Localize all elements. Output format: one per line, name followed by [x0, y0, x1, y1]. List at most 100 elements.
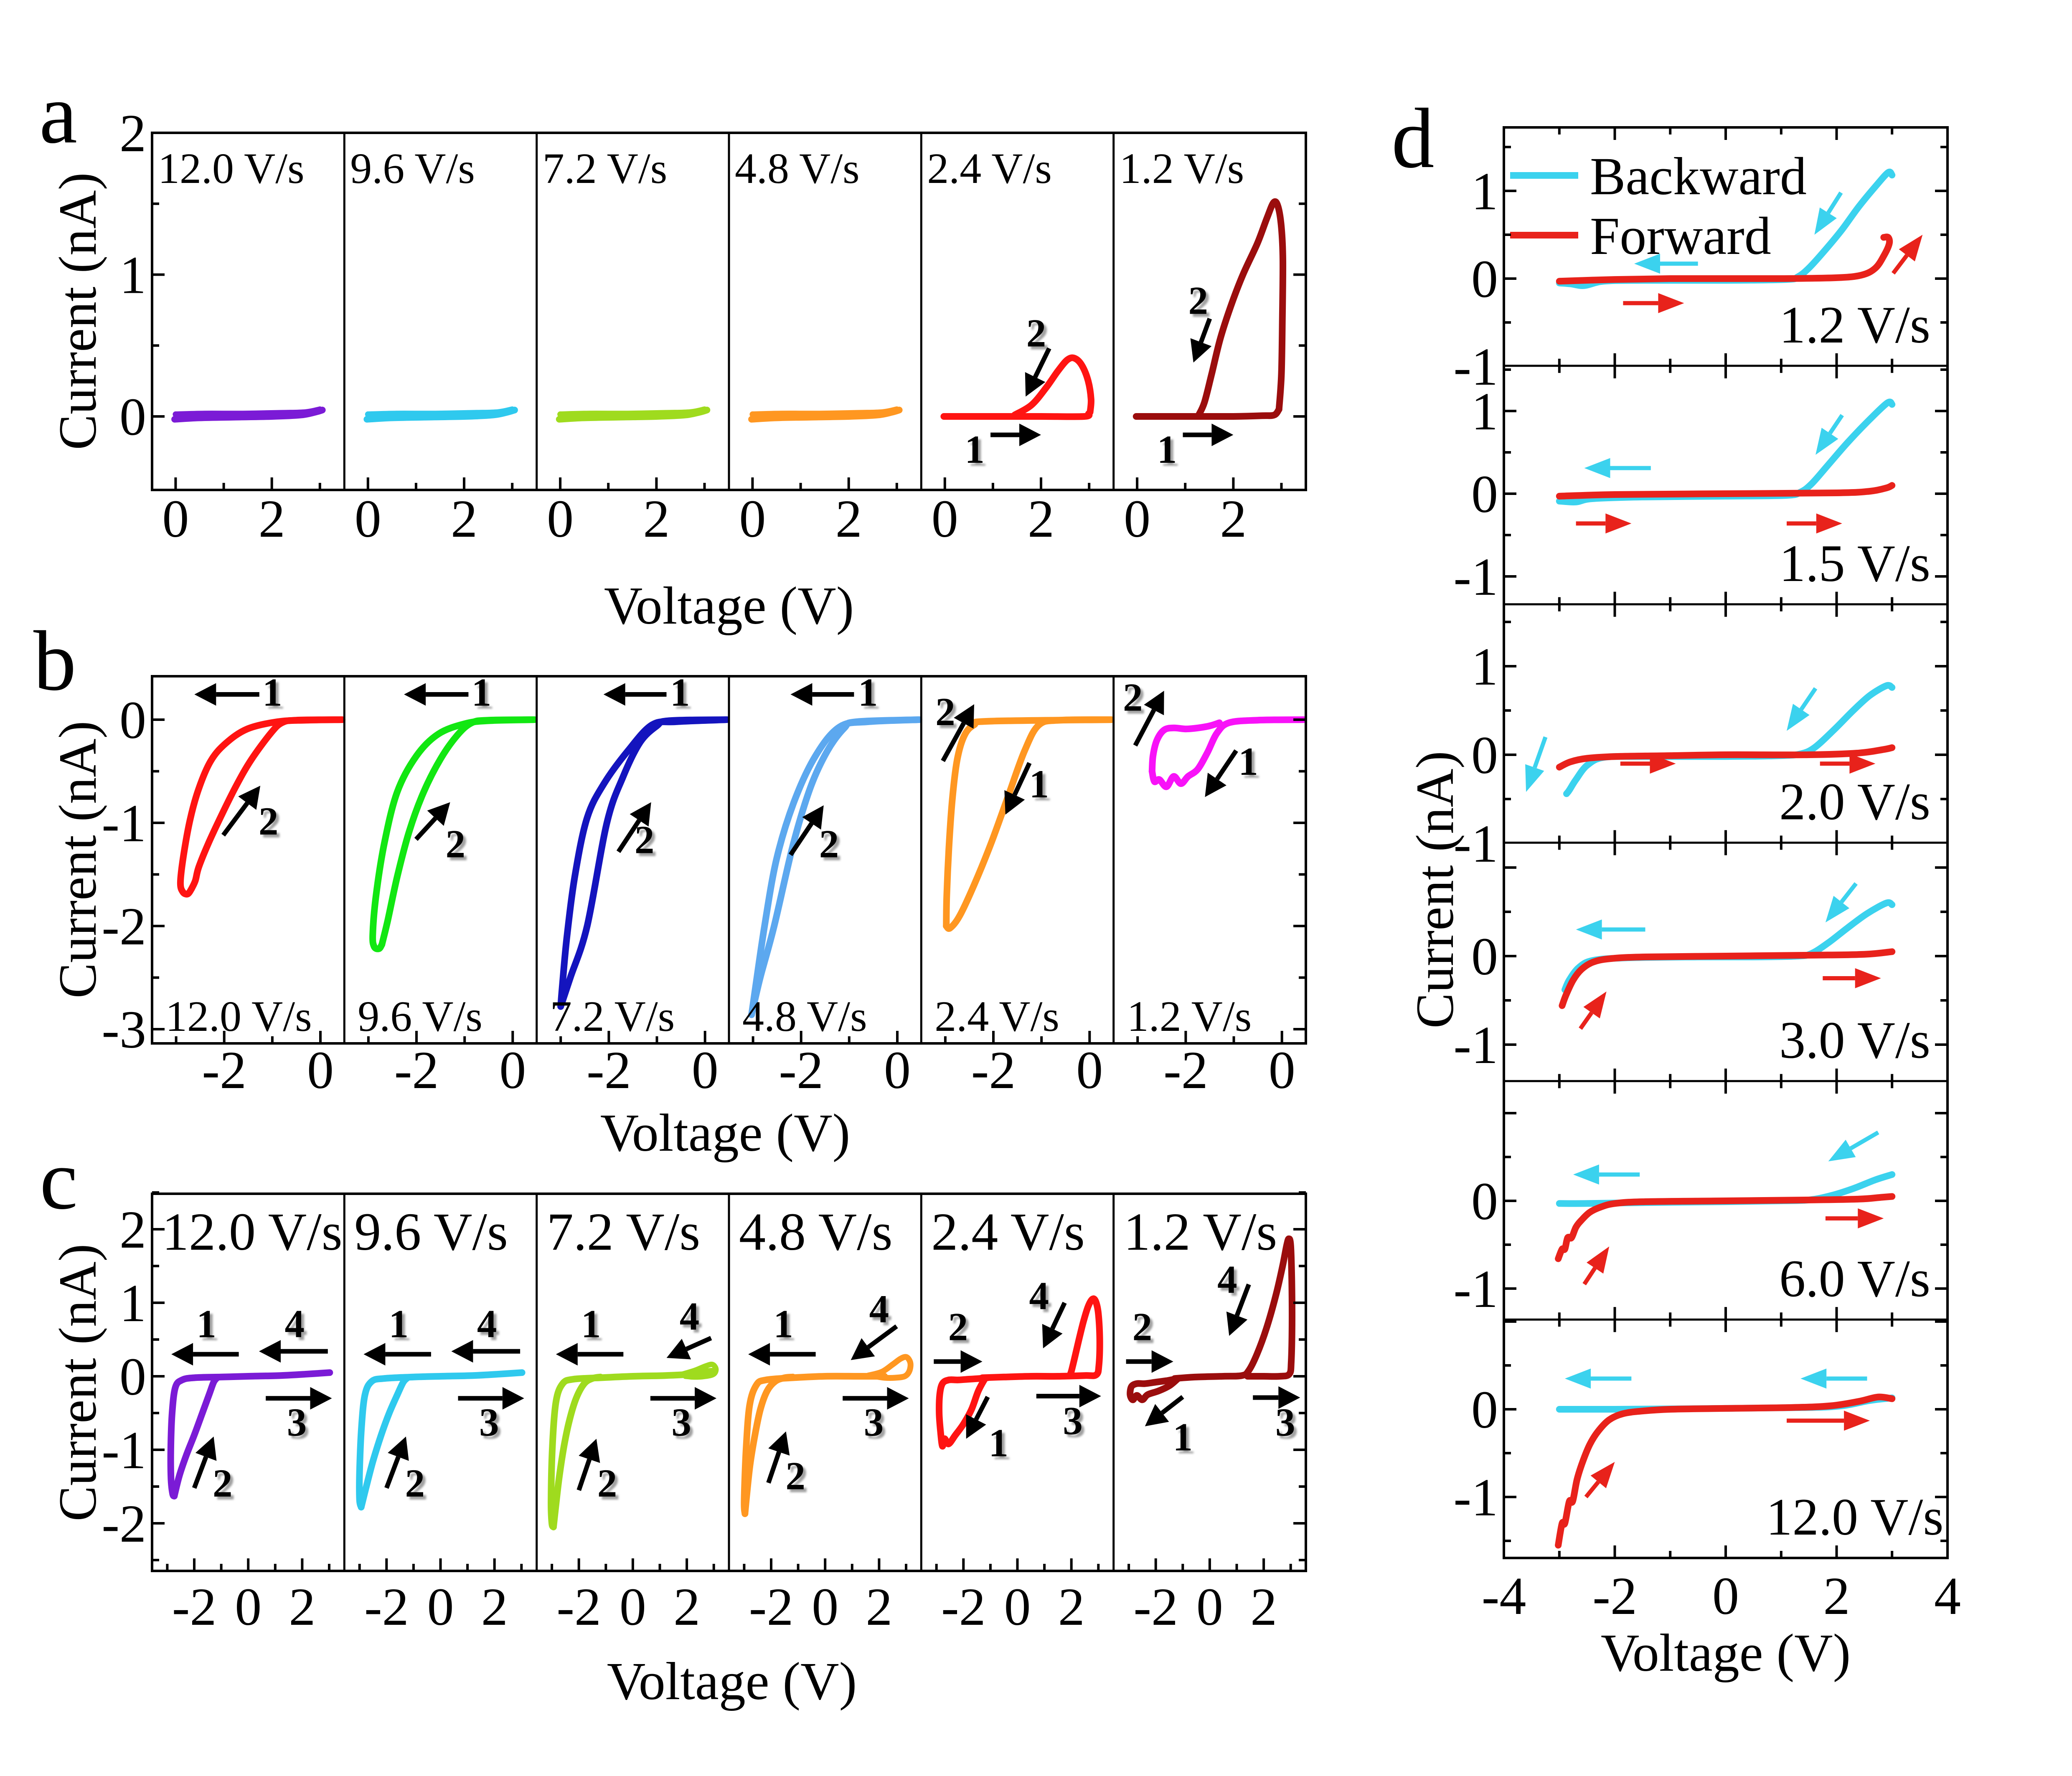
svg-text:2: 2 [446, 822, 466, 866]
svg-text:0: 0 [119, 387, 146, 447]
svg-text:9.6 V/s: 9.6 V/s [358, 992, 482, 1040]
svg-text:4: 4 [477, 1302, 497, 1346]
svg-text:0: 0 [307, 1040, 334, 1100]
svg-text:0: 0 [1471, 927, 1498, 986]
svg-text:1: 1 [1471, 162, 1498, 221]
svg-text:a: a [39, 66, 77, 161]
svg-text:-2: -2 [1133, 1577, 1178, 1636]
svg-text:2: 2 [119, 104, 146, 163]
svg-text:2: 2 [289, 1577, 315, 1636]
svg-text:4: 4 [1029, 1274, 1049, 1318]
svg-text:12.0 V/s: 12.0 V/s [1766, 1488, 1944, 1546]
svg-text:-2: -2 [394, 1040, 439, 1100]
svg-text:3: 3 [864, 1400, 884, 1444]
svg-text:0: 0 [119, 1347, 146, 1406]
svg-text:1: 1 [119, 246, 146, 305]
svg-text:2: 2 [673, 1577, 700, 1636]
svg-text:0: 0 [812, 1577, 838, 1636]
svg-text:1: 1 [773, 1302, 793, 1346]
svg-text:12.0 V/s: 12.0 V/s [158, 145, 305, 193]
svg-text:0: 0 [162, 489, 189, 548]
svg-text:4: 4 [869, 1287, 889, 1331]
svg-text:6.0 V/s: 6.0 V/s [1779, 1250, 1930, 1308]
svg-text:4: 4 [1934, 1566, 1961, 1626]
svg-text:0: 0 [1124, 489, 1150, 548]
svg-text:1.2 V/s: 1.2 V/s [1779, 296, 1930, 354]
svg-text:1: 1 [1029, 762, 1049, 806]
svg-text:1.2 V/s: 1.2 V/s [1124, 1202, 1277, 1261]
svg-text:0: 0 [119, 690, 146, 750]
svg-text:3: 3 [479, 1400, 499, 1444]
svg-text:12.0 V/s: 12.0 V/s [162, 1202, 343, 1261]
svg-text:0: 0 [1076, 1040, 1103, 1100]
svg-text:-2: -2 [364, 1577, 409, 1636]
svg-text:-4: -4 [1482, 1566, 1526, 1626]
svg-text:3.0 V/s: 3.0 V/s [1779, 1012, 1930, 1070]
svg-text:2: 2 [1132, 1304, 1153, 1349]
svg-text:2: 2 [1220, 489, 1247, 548]
svg-text:Current (nA): Current (nA) [1405, 751, 1465, 1029]
svg-text:0: 0 [1712, 1566, 1739, 1626]
svg-text:2.4 V/s: 2.4 V/s [934, 992, 1059, 1040]
svg-text:1: 1 [1238, 739, 1258, 784]
svg-text:3: 3 [1275, 1400, 1295, 1444]
svg-text:4: 4 [1217, 1258, 1237, 1302]
svg-text:-2: -2 [749, 1577, 794, 1636]
svg-text:1.2 V/s: 1.2 V/s [1127, 992, 1252, 1040]
svg-text:Forward: Forward [1590, 206, 1771, 266]
svg-text:0: 0 [1004, 1577, 1031, 1636]
svg-text:0: 0 [1269, 1040, 1295, 1100]
svg-text:2: 2 [643, 489, 670, 548]
svg-text:1: 1 [1157, 427, 1177, 472]
svg-text:-1: -1 [102, 794, 146, 853]
svg-text:4.8 V/s: 4.8 V/s [739, 1202, 893, 1261]
svg-text:Voltage (V): Voltage (V) [600, 1103, 850, 1162]
svg-text:1: 1 [196, 1302, 216, 1346]
svg-text:-2: -2 [102, 897, 146, 956]
svg-text:Voltage (V): Voltage (V) [604, 576, 854, 635]
svg-text:7.2 V/s: 7.2 V/s [547, 1202, 701, 1261]
svg-text:Current (nA): Current (nA) [48, 721, 107, 999]
svg-text:0: 0 [739, 489, 766, 548]
svg-text:1: 1 [1471, 637, 1498, 696]
svg-text:-2: -2 [1592, 1566, 1637, 1626]
svg-text:b: b [33, 614, 76, 708]
svg-text:2.4 V/s: 2.4 V/s [927, 145, 1052, 193]
svg-text:1: 1 [581, 1302, 601, 1346]
svg-text:2: 2 [948, 1304, 968, 1349]
svg-text:2: 2 [635, 818, 655, 862]
svg-text:9.6 V/s: 9.6 V/s [350, 145, 475, 193]
svg-text:2: 2 [1188, 279, 1209, 323]
svg-text:1: 1 [119, 1274, 146, 1333]
svg-text:4: 4 [680, 1294, 700, 1339]
svg-text:0: 0 [499, 1040, 526, 1100]
svg-text:2: 2 [597, 1461, 617, 1505]
svg-text:1.5 V/s: 1.5 V/s [1779, 535, 1930, 593]
svg-text:1: 1 [965, 427, 985, 472]
svg-text:Current (nA): Current (nA) [48, 1244, 107, 1522]
svg-text:4.8 V/s: 4.8 V/s [735, 145, 860, 193]
svg-text:-2: -2 [102, 1494, 146, 1553]
svg-text:-2: -2 [779, 1040, 823, 1100]
svg-text:-1: -1 [1453, 814, 1498, 873]
svg-text:2: 2 [866, 1577, 892, 1636]
svg-text:3: 3 [287, 1400, 307, 1444]
svg-text:-2: -2 [971, 1040, 1016, 1100]
svg-text:-2: -2 [587, 1040, 631, 1100]
svg-text:7.2 V/s: 7.2 V/s [543, 145, 668, 193]
svg-text:0: 0 [355, 489, 381, 548]
svg-text:4: 4 [285, 1302, 305, 1346]
svg-text:2: 2 [1028, 489, 1054, 548]
svg-text:2: 2 [451, 489, 477, 548]
svg-text:0: 0 [1196, 1577, 1223, 1636]
svg-text:1.2 V/s: 1.2 V/s [1120, 145, 1244, 193]
svg-text:2: 2 [405, 1461, 425, 1505]
svg-text:0: 0 [1471, 726, 1498, 785]
svg-text:-1: -1 [1453, 547, 1498, 606]
svg-text:3: 3 [671, 1400, 691, 1444]
svg-text:7.2 V/s: 7.2 V/s [550, 992, 675, 1040]
svg-text:2: 2 [1123, 675, 1143, 720]
svg-text:2: 2 [1250, 1577, 1277, 1636]
svg-text:4.8 V/s: 4.8 V/s [742, 992, 867, 1040]
svg-text:2: 2 [1058, 1577, 1085, 1636]
